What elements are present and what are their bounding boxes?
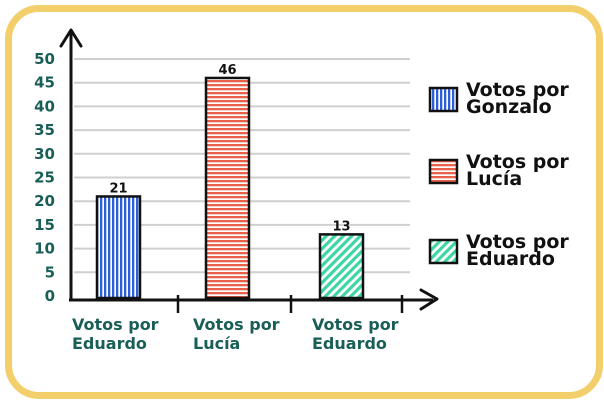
y-tick-label: 30 <box>34 145 55 163</box>
category-label: Votos por <box>193 315 280 334</box>
y-tick-label: 10 <box>34 240 55 258</box>
category-label: Eduardo <box>312 334 387 353</box>
legend-swatch <box>428 86 459 113</box>
y-tick-label: 5 <box>45 263 55 281</box>
category-label: Lucía <box>193 334 240 353</box>
y-axis-arrowhead <box>59 28 83 48</box>
legend-label: Votos por <box>466 231 569 253</box>
bars <box>95 76 365 300</box>
legend-swatch <box>428 238 459 265</box>
y-tick-label: 40 <box>34 97 55 115</box>
category-label: Votos por <box>72 315 159 334</box>
category-label: Votos por <box>312 315 399 334</box>
data-label: 46 <box>218 63 236 78</box>
category-label: Eduardo <box>72 334 147 353</box>
bar <box>318 233 365 300</box>
legend-label: Votos por <box>466 151 569 173</box>
x-axis-ticks <box>176 295 404 313</box>
legend-label: Lucía <box>466 168 522 190</box>
bar <box>95 195 142 300</box>
y-tick-label: 15 <box>34 216 55 234</box>
legend-label: Votos por <box>466 79 569 101</box>
y-tick-label: 20 <box>34 192 55 210</box>
y-tick-label: 25 <box>34 169 55 187</box>
legend-swatch <box>428 158 459 185</box>
data-label: 21 <box>109 181 127 196</box>
y-tick-label: 50 <box>34 50 55 68</box>
data-labels: 21 46 13 <box>109 63 350 234</box>
bar <box>204 76 251 300</box>
y-tick-label: 0 <box>45 287 55 305</box>
y-axis-tick-labels: 0 5 10 15 20 25 30 35 40 45 50 <box>34 50 55 305</box>
data-label: 13 <box>332 219 350 234</box>
legend-label: Gonzalo <box>466 96 552 118</box>
y-tick-label: 45 <box>34 74 55 92</box>
legend-label: Eduardo <box>466 248 555 270</box>
x-axis-arrowhead <box>419 288 439 311</box>
y-tick-label: 35 <box>34 121 55 139</box>
